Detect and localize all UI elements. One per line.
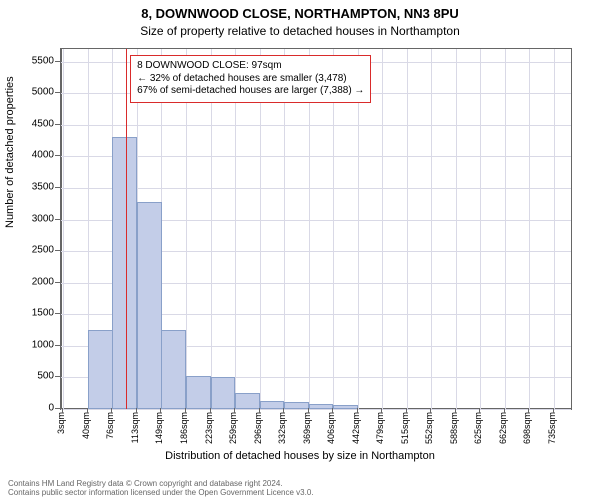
gridline-v xyxy=(63,49,64,409)
xtick-mark xyxy=(136,408,137,413)
ytick-mark xyxy=(55,282,60,283)
footer-attribution: Contains HM Land Registry data © Crown c… xyxy=(8,479,314,498)
ytick-label: 1000 xyxy=(32,339,54,350)
ytick-mark xyxy=(55,345,60,346)
ytick-label: 5000 xyxy=(32,87,54,98)
footer-line-1: Contains HM Land Registry data © Crown c… xyxy=(8,479,314,489)
histogram-bar xyxy=(284,402,309,409)
gridline-v xyxy=(333,49,334,409)
ytick-label: 1500 xyxy=(32,308,54,319)
xtick-mark xyxy=(528,408,529,413)
gridline-v xyxy=(186,49,187,409)
xtick-mark xyxy=(332,408,333,413)
ytick-mark xyxy=(55,61,60,62)
ytick-mark xyxy=(55,313,60,314)
ytick-label: 4000 xyxy=(32,150,54,161)
xtick-mark xyxy=(553,408,554,413)
histogram-bar xyxy=(112,137,137,409)
gridline-v xyxy=(431,49,432,409)
ytick-label: 5500 xyxy=(32,55,54,66)
xtick-mark xyxy=(160,408,161,413)
y-axis-label: Number of detached properties xyxy=(4,76,16,228)
histogram-bar xyxy=(211,377,236,409)
xtick-mark xyxy=(504,408,505,413)
histogram-bar xyxy=(88,330,113,409)
gridline-v xyxy=(358,49,359,409)
gridline-v xyxy=(456,49,457,409)
histogram-bar xyxy=(235,393,260,409)
gridline-v xyxy=(382,49,383,409)
histogram-bar xyxy=(161,330,186,409)
gridline-v xyxy=(235,49,236,409)
annotation-line: 8 DOWNWOOD CLOSE: 97sqm xyxy=(137,60,364,73)
ytick-label: 2000 xyxy=(32,276,54,287)
y-axis-line xyxy=(61,49,62,409)
xtick-mark xyxy=(185,408,186,413)
gridline-v xyxy=(260,49,261,409)
gridline-v xyxy=(309,49,310,409)
xtick-mark xyxy=(234,408,235,413)
gridline-h xyxy=(61,409,571,410)
ytick-mark xyxy=(55,155,60,156)
histogram-bar xyxy=(260,401,285,409)
ytick-label: 500 xyxy=(37,371,54,382)
xtick-mark xyxy=(283,408,284,413)
xtick-mark xyxy=(479,408,480,413)
xtick-mark xyxy=(455,408,456,413)
xtick-mark xyxy=(62,408,63,413)
xtick-mark xyxy=(357,408,358,413)
annotation-line: 67% of semi-detached houses are larger (… xyxy=(137,85,364,98)
chart-title-main: 8, DOWNWOOD CLOSE, NORTHAMPTON, NN3 8PU xyxy=(0,6,600,21)
ytick-mark xyxy=(55,376,60,377)
chart-title-sub: Size of property relative to detached ho… xyxy=(0,24,600,38)
histogram-bar xyxy=(309,404,334,409)
xtick-mark xyxy=(87,408,88,413)
ytick-label: 0 xyxy=(48,403,54,414)
footer-line-2: Contains public sector information licen… xyxy=(8,488,314,498)
xtick-mark xyxy=(381,408,382,413)
annotation-line: ← 32% of detached houses are smaller (3,… xyxy=(137,73,364,86)
ytick-label: 4500 xyxy=(32,118,54,129)
gridline-v xyxy=(554,49,555,409)
ytick-label: 3000 xyxy=(32,213,54,224)
ytick-mark xyxy=(55,92,60,93)
histogram-bar xyxy=(333,405,358,409)
xtick-mark xyxy=(308,408,309,413)
xtick-mark xyxy=(210,408,211,413)
ytick-label: 2500 xyxy=(32,245,54,256)
xtick-mark xyxy=(111,408,112,413)
histogram-bar xyxy=(186,376,211,409)
plot-area: 8 DOWNWOOD CLOSE: 97sqm← 32% of detached… xyxy=(60,48,572,410)
histogram-bar xyxy=(137,202,162,409)
gridline-v xyxy=(284,49,285,409)
ytick-mark xyxy=(55,250,60,251)
chart-container: 8, DOWNWOOD CLOSE, NORTHAMPTON, NN3 8PU … xyxy=(0,0,600,500)
gridline-v xyxy=(480,49,481,409)
gridline-v xyxy=(529,49,530,409)
x-axis-label: Distribution of detached houses by size … xyxy=(0,450,600,462)
gridline-v xyxy=(407,49,408,409)
ytick-mark xyxy=(55,219,60,220)
ytick-mark xyxy=(55,124,60,125)
ytick-mark xyxy=(55,408,60,409)
gridline-v xyxy=(505,49,506,409)
annotation-box: 8 DOWNWOOD CLOSE: 97sqm← 32% of detached… xyxy=(130,55,371,103)
xtick-mark xyxy=(430,408,431,413)
xtick-mark xyxy=(259,408,260,413)
ytick-mark xyxy=(55,187,60,188)
ytick-label: 3500 xyxy=(32,181,54,192)
xtick-mark xyxy=(406,408,407,413)
reference-line xyxy=(126,49,127,409)
gridline-v xyxy=(211,49,212,409)
